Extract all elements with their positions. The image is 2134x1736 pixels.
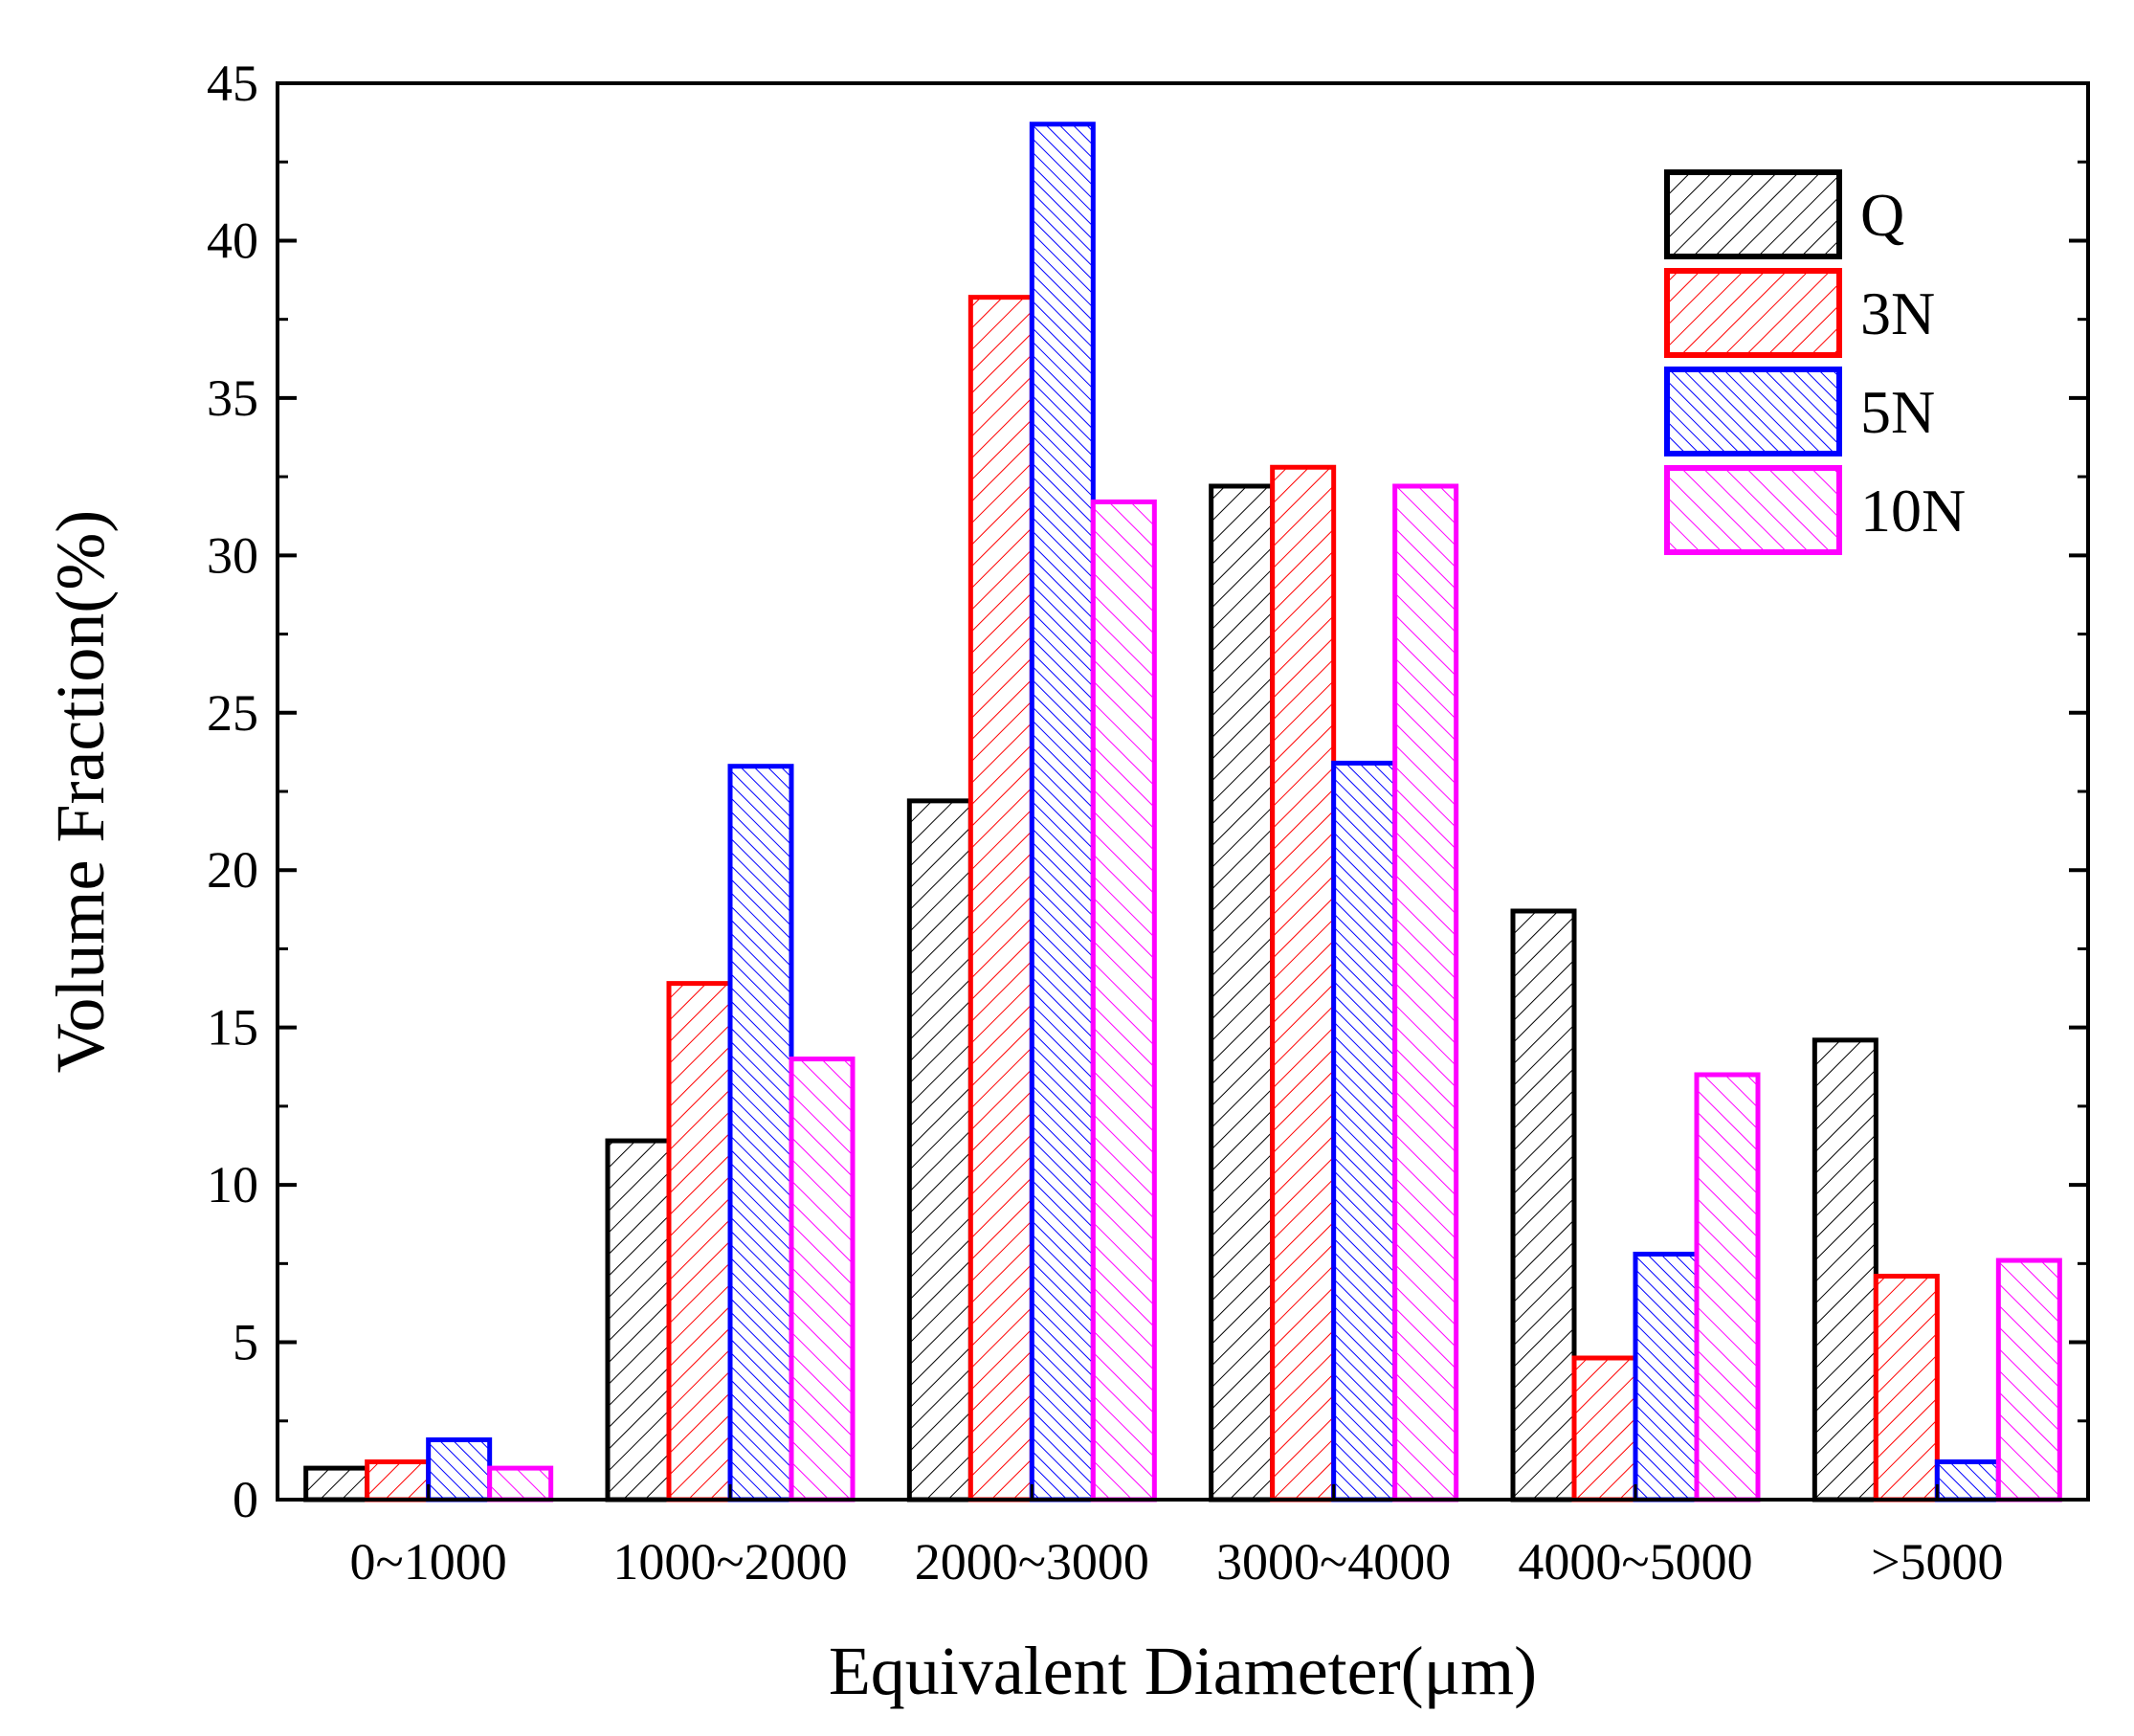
bar-3N-3 [1270,464,1337,1502]
legend-label-10N: 10N [1860,477,1966,545]
y-tick-label: 25 [207,684,258,742]
bar-10N-2 [1090,499,1157,1502]
bar-5N-2 [1029,122,1096,1502]
y-tick-label: 20 [207,841,258,899]
bar-5N-5 [1934,1459,2001,1502]
bar-Q-5 [1812,1037,1878,1502]
bar-10N-3 [1392,483,1459,1502]
bar-Q-0 [303,1465,370,1502]
y-tick-label: 5 [233,1314,258,1371]
bar-5N-1 [727,764,794,1502]
y-tick-label: 40 [207,211,258,269]
bar-5N-4 [1633,1251,1700,1502]
bar-Q-1 [605,1138,672,1502]
bar-5N-3 [1331,760,1398,1502]
y-axis: 0 5 10 15 20 25 30 35 40 45 [207,55,2088,1528]
x-axis: 0~1000 1000~2000 2000~3000 3000~4000 4000~50… [350,1484,2004,1591]
legend-swatch-3N [1664,268,1842,358]
x-tick-label: 3000~4000 [1216,1533,1451,1591]
bar-10N-4 [1694,1072,1761,1502]
y-tick-label: 35 [207,369,258,427]
bar-10N-0 [487,1465,554,1502]
x-tick-label: 2000~3000 [915,1533,1149,1591]
legend-swatch-Q [1664,169,1842,259]
legend-swatch-5N [1664,367,1842,456]
bar-Q-3 [1209,483,1276,1502]
legend-label-Q: Q [1860,181,1904,249]
x-tick-label: 4000~5000 [1518,1533,1752,1591]
x-tick-label: 1000~2000 [612,1533,847,1591]
y-tick-label: 0 [233,1471,258,1528]
bar-3N-4 [1571,1355,1638,1502]
bar-10N-5 [1995,1257,2062,1502]
y-tick-label: 15 [207,999,258,1057]
legend: Q 3N 5N 10N [1664,169,1966,555]
y-axis-title: Volume Fraction(%) [42,510,119,1074]
bar-3N-1 [666,981,733,1502]
x-tick-label: >5000 [1871,1533,2003,1591]
x-axis-title: Equivalent Diameter(μm) [829,1633,1537,1709]
y-tick-label: 45 [207,55,258,112]
y-tick-label: 10 [207,1156,258,1213]
bar-3N-5 [1873,1273,1940,1502]
bar-10N-1 [789,1057,856,1502]
legend-label-5N: 5N [1860,378,1935,446]
bar-5N-0 [426,1437,493,1502]
bar-Q-4 [1510,908,1577,1502]
bar-3N-2 [967,295,1034,1502]
x-tick-label: 0~1000 [350,1533,507,1591]
bar-Q-2 [906,798,973,1502]
bar-3N-0 [365,1459,432,1502]
y-tick-label: 30 [207,526,258,584]
legend-label-3N: 3N [1860,279,1935,347]
legend-swatch-10N [1664,465,1842,555]
